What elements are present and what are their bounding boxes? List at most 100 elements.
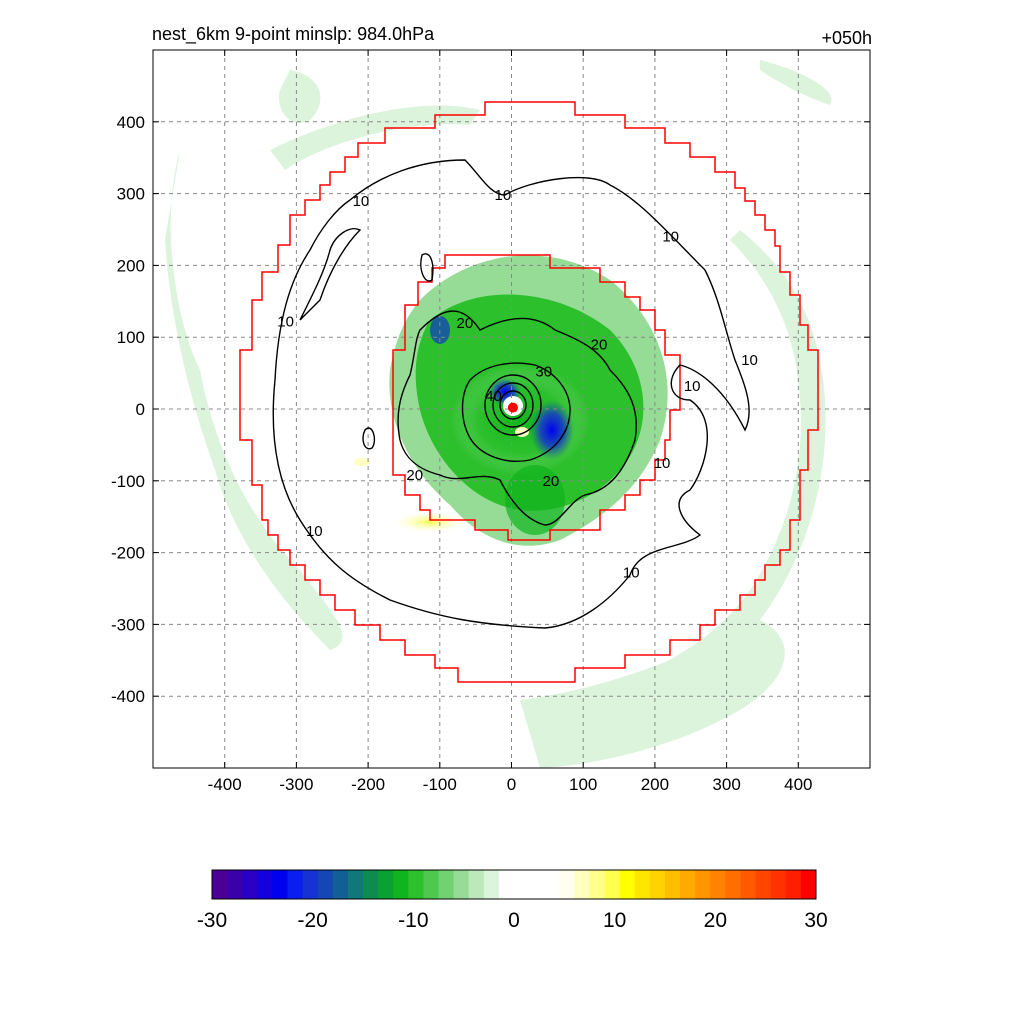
contour-label: 10 <box>623 565 640 582</box>
colorbar-swatch <box>393 870 409 899</box>
x-tick-label: 100 <box>569 775 597 794</box>
colorbar-swatch <box>559 870 575 899</box>
contour-label: 10 <box>495 187 512 204</box>
colorbar-tick-label: 30 <box>804 909 827 932</box>
colorbar-swatch <box>287 870 304 899</box>
colorbar-swatch <box>363 870 379 899</box>
contour-label: 10 <box>277 313 294 330</box>
colorbar-swatch <box>272 870 288 899</box>
contour-10-outer <box>272 159 750 629</box>
contour-label: 20 <box>543 473 560 490</box>
colorbar-tick-label: -20 <box>297 909 327 932</box>
blue-max-east <box>530 400 574 460</box>
colorbar-swatch <box>483 870 500 899</box>
contour-20 <box>397 310 637 526</box>
colorbar-tick-label: -30 <box>197 909 227 932</box>
colorbar-swatch <box>257 870 273 899</box>
contour-40-ring-2 <box>492 382 534 428</box>
colorbar-swatch <box>695 870 711 899</box>
y-tick-label: 200 <box>117 256 145 275</box>
colorbar-swatch <box>544 870 560 899</box>
contour-label: 10 <box>654 455 671 472</box>
colorbar <box>211 869 817 900</box>
colorbar-swatch <box>665 870 681 899</box>
colorbar-swatch <box>619 870 636 899</box>
chart-title: nest_6km 9-point minslp: 984.0hPa <box>152 24 435 45</box>
y-tick-label: -400 <box>111 687 145 706</box>
x-axis: -400 -300 -200 -100 0 100 200 300 400 <box>208 50 812 794</box>
contour-label: 10 <box>353 193 370 210</box>
y-tick-label: 300 <box>117 185 145 204</box>
contour-40-ring-1 <box>484 374 542 436</box>
y-tick-label: -300 <box>111 615 145 634</box>
colorbar-tick-label: 20 <box>704 909 727 932</box>
y-tick-label: -100 <box>111 472 145 491</box>
colorbar-swatch <box>498 870 515 899</box>
colorbar-swatch <box>574 870 590 899</box>
contour-30 <box>461 362 571 462</box>
outer-band-south <box>520 620 785 768</box>
inner-nest-boundary <box>392 254 681 541</box>
colorbar-swatch <box>378 870 394 899</box>
green-tail-south <box>505 465 565 535</box>
colorbar-swatch <box>332 870 349 899</box>
colorbar-swatch <box>589 870 606 899</box>
y-tick-label: -200 <box>111 544 145 563</box>
colorbar-swatch <box>649 870 666 899</box>
colorbar-swatch <box>604 870 621 899</box>
time-label: +050h <box>821 28 872 48</box>
colorbar-tick-label: 10 <box>603 909 626 932</box>
contour-small-loop-north <box>420 253 434 282</box>
y-tick-label: 0 <box>136 400 145 419</box>
shaded-field <box>165 60 832 768</box>
colorbar-swatch <box>453 870 470 899</box>
colorbar-swatch <box>423 870 439 899</box>
contour-label: 10 <box>684 378 701 395</box>
y-tick-label: 400 <box>117 113 145 132</box>
x-tick-label: -100 <box>423 775 457 794</box>
colorbar-swatch <box>347 870 364 899</box>
contour-label: 10 <box>662 229 679 246</box>
outer-band-west <box>165 150 343 650</box>
colorbar-swatch <box>468 870 485 899</box>
x-tick-label: -400 <box>208 775 242 794</box>
contour-40-ring-3 <box>499 390 527 420</box>
x-tick-label: 200 <box>641 775 669 794</box>
colorbar-tick-label: 0 <box>508 909 520 932</box>
contour-label: 20 <box>591 336 608 353</box>
red-box-outlines <box>239 101 819 683</box>
colorbar-swatch <box>740 870 757 899</box>
outer-band-nw <box>279 70 321 123</box>
x-tick-label: -300 <box>279 775 313 794</box>
yellow-patch-eye <box>515 427 529 437</box>
colorbar-swatch <box>438 870 455 899</box>
colorbar-swatch <box>514 870 530 899</box>
contour-lines <box>272 159 750 629</box>
contour-label: 20 <box>406 467 423 484</box>
colorbar-swatch <box>302 870 319 899</box>
colorbar-swatch <box>800 870 817 899</box>
x-tick-label: 0 <box>507 775 516 794</box>
x-tick-label: -200 <box>351 775 385 794</box>
outer-band-ne <box>760 60 832 105</box>
yellow-patch-south <box>395 512 465 532</box>
contour-label: 30 <box>535 364 552 381</box>
colorbar-swatch <box>408 870 424 899</box>
storm-center-marker <box>507 402 518 413</box>
contour-label-layer: 10 10 10 10 10 10 10 10 10 20 20 20 20 30 40 <box>277 187 758 582</box>
colorbar-swatch <box>212 870 228 899</box>
colorbar-swatch <box>710 870 726 899</box>
contour-label: 10 <box>306 523 323 540</box>
colorbar-swatch <box>227 870 243 899</box>
colorbar-swatch <box>680 870 696 899</box>
colorbar-swatch <box>634 870 651 899</box>
contour-label: 10 <box>741 352 758 369</box>
contour-10-inner-west <box>299 228 362 321</box>
colorbar-swatch <box>785 870 802 899</box>
contour-label: 40 <box>485 388 502 405</box>
outer-nest-boundary <box>239 101 819 683</box>
x-tick-label: 300 <box>712 775 740 794</box>
outer-band-east <box>600 230 826 700</box>
colorbar-swatch <box>725 870 741 899</box>
